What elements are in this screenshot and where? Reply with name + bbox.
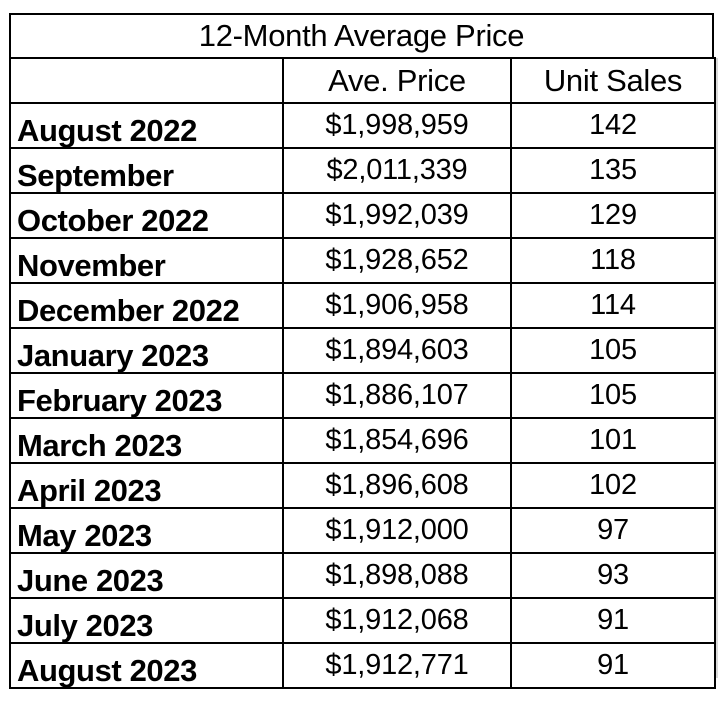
month-cell: December 2022	[9, 282, 284, 329]
table-row: October 2022 $1,992,039 129	[9, 192, 716, 239]
table-row: December 2022 $1,906,958 114	[9, 282, 716, 329]
units-cell: 118	[510, 237, 716, 284]
units-cell: 102	[510, 462, 716, 509]
month-cell: May 2023	[9, 507, 284, 554]
units-cell: 142	[510, 102, 716, 149]
table-row: January 2023 $1,894,603 105	[9, 327, 716, 374]
table-title: 12-Month Average Price	[9, 13, 714, 57]
price-cell: $1,928,652	[282, 237, 512, 284]
units-cell: 91	[510, 642, 716, 689]
price-cell: $1,992,039	[282, 192, 512, 239]
header-row: Ave. Price Unit Sales	[9, 57, 716, 104]
month-cell: August 2023	[9, 642, 284, 689]
table-row: July 2023 $1,912,068 91	[9, 597, 716, 644]
table-row: August 2023 $1,912,771 91	[9, 642, 716, 689]
month-cell: September	[9, 147, 284, 194]
units-cell: 135	[510, 147, 716, 194]
table-row: May 2023 $1,912,000 97	[9, 507, 716, 554]
month-cell: November	[9, 237, 284, 284]
price-table: Ave. Price Unit Sales August 2022 $1,998…	[9, 57, 716, 689]
price-cell: $1,912,000	[282, 507, 512, 554]
table-row: November $1,928,652 118	[9, 237, 716, 284]
price-cell: $1,854,696	[282, 417, 512, 464]
units-cell: 91	[510, 597, 716, 644]
price-cell: $2,011,339	[282, 147, 512, 194]
price-cell: $1,912,771	[282, 642, 512, 689]
table-row: June 2023 $1,898,088 93	[9, 552, 716, 599]
units-cell: 101	[510, 417, 716, 464]
month-cell: October 2022	[9, 192, 284, 239]
price-cell: $1,894,603	[282, 327, 512, 374]
month-column-header	[9, 57, 284, 104]
table-row: August 2022 $1,998,959 142	[9, 102, 716, 149]
price-table-sheet: 12-Month Average Price Ave. Price Unit S…	[9, 13, 716, 691]
month-cell: February 2023	[9, 372, 284, 419]
month-cell: July 2023	[9, 597, 284, 644]
month-cell: April 2023	[9, 462, 284, 509]
table-row: April 2023 $1,896,608 102	[9, 462, 716, 509]
month-cell: June 2023	[9, 552, 284, 599]
price-cell: $1,998,959	[282, 102, 512, 149]
units-cell: 105	[510, 327, 716, 374]
price-cell: $1,898,088	[282, 552, 512, 599]
units-cell: 105	[510, 372, 716, 419]
month-cell: January 2023	[9, 327, 284, 374]
table-row: March 2023 $1,854,696 101	[9, 417, 716, 464]
price-cell: $1,886,107	[282, 372, 512, 419]
units-cell: 93	[510, 552, 716, 599]
month-cell: March 2023	[9, 417, 284, 464]
units-column-header: Unit Sales	[510, 57, 716, 104]
price-cell: $1,906,958	[282, 282, 512, 329]
table-row: September $2,011,339 135	[9, 147, 716, 194]
month-cell: August 2022	[9, 102, 284, 149]
price-column-header: Ave. Price	[282, 57, 512, 104]
units-cell: 97	[510, 507, 716, 554]
price-cell: $1,912,068	[282, 597, 512, 644]
units-cell: 129	[510, 192, 716, 239]
adjacent-column-edge	[716, 58, 718, 678]
price-cell: $1,896,608	[282, 462, 512, 509]
units-cell: 114	[510, 282, 716, 329]
table-row: February 2023 $1,886,107 105	[9, 372, 716, 419]
